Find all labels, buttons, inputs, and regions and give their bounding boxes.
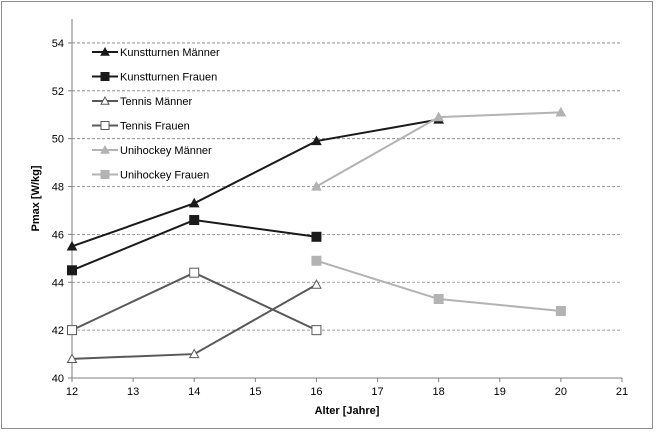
data-point-marker — [311, 325, 322, 336]
series-line — [71, 219, 317, 272]
data-point-marker — [100, 95, 110, 105]
data-point-marker — [100, 121, 110, 130]
data-point-marker — [188, 348, 200, 359]
data-point-marker — [433, 111, 445, 122]
series — [311, 106, 567, 191]
axes — [68, 19, 623, 382]
series — [67, 215, 322, 276]
legend-item: Kunstturnen Männer — [92, 46, 220, 59]
data-point-marker — [311, 231, 322, 242]
legend-item: Tennis Frauen — [92, 121, 190, 133]
data-point-marker — [189, 215, 200, 226]
legend-label: Kunstturnen Männer — [120, 47, 220, 59]
y-tick-label: 44 — [52, 277, 64, 289]
x-tick-label: 15 — [249, 386, 261, 398]
data-point-marker — [100, 170, 110, 179]
legend-item: Unihockey Frauen — [92, 170, 209, 182]
x-tick-label: 12 — [66, 386, 78, 398]
data-point-marker — [311, 255, 322, 266]
x-tick-label: 13 — [127, 386, 139, 398]
legend-label: Tennis Frauen — [120, 121, 190, 133]
data-point-marker — [66, 353, 78, 363]
y-axis-title: Pmax [W/kg] — [30, 165, 42, 231]
series — [311, 255, 566, 316]
y-tick-label: 48 — [52, 182, 64, 194]
legend-item: Unihockey Männer — [92, 144, 212, 157]
series — [66, 279, 322, 363]
gridlines — [72, 42, 622, 331]
data-point-marker — [311, 279, 322, 289]
legend-label: Unihockey Männer — [120, 145, 212, 157]
legend-label: Kunstturnen Frauen — [120, 72, 217, 84]
data-point-marker — [67, 325, 77, 336]
legend-item: Tennis Männer — [92, 95, 192, 108]
x-tick-label: 16 — [310, 386, 322, 398]
x-tick-labels: 12 13 14 15 16 17 18 19 20 21 — [66, 386, 628, 398]
legend-label: Unihockey Frauen — [120, 170, 209, 182]
data-point-marker — [555, 305, 566, 316]
x-tick-label: 20 — [555, 386, 567, 398]
series — [67, 267, 322, 336]
x-tick-label: 19 — [494, 386, 506, 398]
series-line — [71, 283, 317, 360]
x-tick-label: 14 — [188, 386, 200, 398]
y-tick-label: 42 — [52, 325, 64, 337]
data-point-marker — [311, 135, 322, 146]
data-point-marker — [66, 240, 78, 251]
y-tick-label: 54 — [52, 38, 64, 50]
data-point-marker — [100, 46, 110, 56]
series — [66, 113, 445, 251]
data-point-marker — [433, 294, 444, 305]
y-tick-label: 46 — [52, 229, 64, 241]
y-tick-label: 50 — [52, 134, 64, 146]
legend-item: Kunstturnen Frauen — [92, 72, 217, 84]
y-tick-label: 52 — [52, 86, 64, 98]
data-point-marker — [189, 267, 200, 278]
legend: Kunstturnen Männer Kunstturnen Frauen Tenn… — [92, 46, 220, 182]
series-line — [71, 118, 439, 248]
y-tick-label: 40 — [52, 373, 64, 385]
data-point-marker — [100, 144, 110, 154]
x-tick-label: 17 — [371, 386, 383, 398]
data-point-marker — [188, 197, 200, 208]
y-tick-labels: 40 42 44 46 48 50 52 54 — [52, 38, 64, 385]
series-lines — [66, 106, 567, 363]
legend-label: Tennis Männer — [120, 96, 192, 108]
data-point-marker — [100, 72, 110, 81]
x-tick-label: 21 — [616, 386, 628, 398]
x-tick-label: 18 — [433, 386, 445, 398]
x-axis-title: Alter [Jahre] — [315, 405, 380, 417]
data-point-marker — [67, 265, 77, 276]
data-point-marker — [555, 106, 567, 117]
data-point-marker — [311, 181, 322, 191]
series-line — [71, 271, 317, 332]
